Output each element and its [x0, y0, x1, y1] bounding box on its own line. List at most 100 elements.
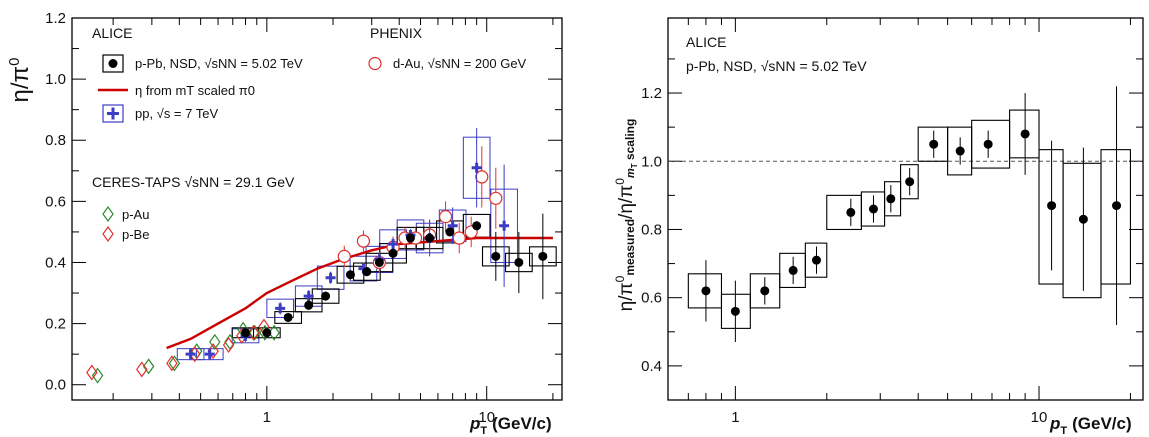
ratio-syst-box — [720, 293, 751, 329]
legend-pau-label: p-Au — [122, 207, 149, 222]
ppb-point — [388, 248, 398, 258]
left-y-tick-label: 0.0 — [45, 377, 66, 394]
pp-point — [204, 349, 215, 360]
ppb-point — [405, 233, 415, 243]
left-syst-boxes — [176, 136, 557, 361]
right-y-axis-label: η/π0measured/η/π0mT scaling — [613, 119, 639, 312]
dau-point — [438, 210, 453, 224]
ppb-point — [241, 328, 251, 338]
ratio-point — [983, 139, 993, 149]
legend-pp-label: pp, √s = 7 TeV — [135, 106, 218, 121]
right-y-tick-label: 1.0 — [641, 153, 662, 170]
legend-ppb-box — [102, 54, 124, 73]
pau-point — [142, 358, 155, 375]
legend-ppb-label: p-Pb, NSD, √sNN = 5.02 TeV — [135, 56, 303, 71]
pbe-point — [222, 336, 235, 354]
dau-point — [452, 231, 466, 245]
legend-pp-box — [102, 104, 124, 123]
right-y-tick-label: 0.4 — [641, 358, 662, 375]
pp-point — [185, 349, 196, 360]
legend-pbe-label: p-Be — [122, 227, 149, 242]
ratio-point — [1078, 214, 1088, 224]
ratio-point — [868, 204, 878, 214]
dau-point — [356, 234, 371, 248]
ratio-syst-box — [900, 164, 919, 200]
ratio-syst-box — [1009, 109, 1040, 159]
pbe-point — [136, 361, 148, 378]
left-y-tick-label: 0.6 — [45, 193, 66, 210]
ppb-point — [445, 227, 455, 237]
dau-point — [337, 249, 351, 263]
legend-dau-label: d-Au, √sNN = 200 GeV — [393, 56, 527, 71]
ratio-syst-box — [687, 273, 723, 309]
ppb-point — [345, 270, 355, 280]
pbe-point — [247, 324, 260, 341]
ratio-point — [886, 194, 896, 204]
legend-dau-marker — [368, 56, 382, 71]
left-x-axis-label: pT (GeV/c) — [469, 414, 552, 437]
ppb-point — [538, 251, 548, 261]
pp-point — [303, 291, 314, 302]
right-plot-frame — [667, 17, 1144, 401]
pau-point — [248, 324, 261, 341]
ratio-point — [1112, 201, 1122, 211]
ratio-point — [730, 306, 740, 316]
left-y-tick-label: 0.8 — [45, 132, 66, 149]
ratio-point — [1047, 201, 1057, 211]
ratio-syst-box — [1038, 149, 1064, 285]
right-alice-label: ALICE — [686, 34, 726, 50]
pau-point — [224, 333, 236, 350]
left-y-tick-label: 0.4 — [45, 254, 66, 271]
pau-point — [209, 333, 221, 350]
left-x-tick-label: 1 — [263, 409, 271, 426]
legend-pp-marker — [107, 107, 119, 120]
pbe-point — [166, 355, 178, 372]
right-axes: 0.4 0.6 0.8 1.0 1.2 1 10 — [641, 18, 1143, 426]
ratio-syst-box — [1062, 162, 1102, 299]
right-marks — [701, 86, 1122, 343]
ratio-point — [955, 146, 965, 156]
left-legend: ALICE p-Pb, NSD, √sNN = 5.02 TeV η from … — [92, 25, 527, 243]
left-y-tick-label: 0.2 — [45, 316, 66, 333]
ratio-syst-box — [826, 194, 862, 231]
left-panel: 0.00.20.40.60.81.01.21 10 η/π0 pT (GeV/c) … — [6, 10, 563, 437]
left-y-axis-label: η/π0 — [6, 58, 34, 103]
ppb-point — [283, 312, 293, 322]
ratio-point — [760, 286, 770, 296]
pp-syst-box — [266, 298, 295, 318]
dau-point — [489, 191, 503, 205]
pp-point — [471, 162, 482, 173]
ppb-point — [491, 251, 501, 261]
left-y-tick-label: 1.0 — [45, 71, 66, 88]
right-x-tick-label: 10 — [1031, 409, 1048, 426]
right-x-axis-label: pT (GeV/c) — [1049, 414, 1132, 437]
ppb-syst-box — [274, 311, 303, 324]
legend-ppb-marker — [108, 59, 118, 68]
ppb-point — [425, 233, 435, 243]
pp-point — [275, 303, 286, 314]
ratio-syst-box — [804, 242, 828, 278]
ratio-point — [1020, 129, 1030, 139]
pp-point — [325, 272, 336, 283]
ppb-point — [514, 257, 524, 267]
ppb-point — [262, 328, 272, 338]
ppb-point — [374, 257, 384, 267]
ratio-point — [905, 177, 915, 187]
ratio-point — [788, 265, 798, 275]
ppb-point — [304, 300, 314, 310]
right-y-tick-label: 0.8 — [641, 221, 662, 238]
pau-point — [91, 367, 104, 384]
ppb-point — [472, 221, 482, 231]
legend-mt-label: η from mT scaled π0 — [135, 83, 255, 98]
ratio-point — [811, 255, 821, 265]
ppb-point — [321, 291, 331, 301]
dau-point — [475, 170, 489, 184]
ppb-point — [362, 267, 372, 277]
legend-phenix-title: PHENIX — [370, 25, 423, 41]
left-marks — [86, 128, 553, 384]
ratio-point — [701, 286, 711, 296]
ratio-point — [929, 139, 939, 149]
right-syst-boxes — [687, 109, 1131, 329]
legend-alice-title: ALICE — [92, 25, 132, 41]
